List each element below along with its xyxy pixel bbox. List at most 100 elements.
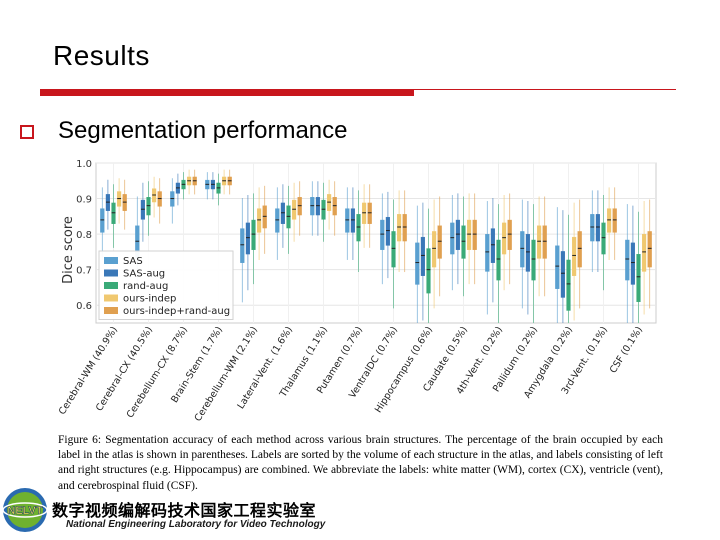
- box: [391, 231, 396, 268]
- box-1: [140, 182, 145, 242]
- box-1: [280, 184, 285, 248]
- box-2: [216, 173, 221, 206]
- legend-label: rand-aug: [123, 281, 168, 292]
- y-tick-label: 0.7: [76, 266, 92, 277]
- box-2: [496, 204, 501, 323]
- box: [577, 231, 582, 268]
- box-0: [310, 181, 315, 236]
- box-2: [426, 208, 431, 323]
- box: [496, 239, 501, 281]
- bullet-text: Segmentation performance: [58, 117, 348, 144]
- box: [345, 208, 350, 233]
- box-3: [642, 201, 647, 315]
- box-4: [297, 181, 302, 236]
- box: [520, 231, 525, 268]
- org-name-chinese: 数字视频编解码技术国家工程实验室: [52, 501, 317, 520]
- box-1: [175, 173, 180, 206]
- box-2: [601, 194, 606, 291]
- box-4: [472, 193, 477, 285]
- box-0: [170, 178, 175, 224]
- box: [525, 234, 530, 272]
- box: [380, 219, 385, 250]
- box: [432, 231, 437, 268]
- box: [280, 202, 285, 224]
- box-4: [122, 179, 127, 230]
- box-3: [502, 194, 507, 291]
- box-2: [321, 182, 326, 242]
- box-2: [181, 172, 186, 200]
- box-3: [221, 169, 227, 195]
- lab-logo: NELVT: [0, 485, 60, 535]
- box-1: [420, 202, 425, 321]
- legend-box: [98, 250, 234, 320]
- legend-label: SAS-aug: [123, 269, 165, 280]
- box: [560, 251, 565, 298]
- box: [647, 231, 652, 268]
- box-3: [291, 182, 297, 242]
- box: [286, 205, 291, 229]
- box-4: [192, 169, 197, 195]
- box-2: [391, 199, 396, 309]
- box: [555, 245, 560, 289]
- box-2: [356, 190, 361, 273]
- box: [625, 239, 630, 281]
- box: [502, 222, 507, 255]
- y-axis-label: Dice score: [61, 216, 76, 284]
- box-4: [227, 169, 232, 195]
- box-1: [560, 210, 565, 323]
- box: [455, 219, 460, 250]
- box: [321, 199, 326, 220]
- box-1: [385, 191, 390, 279]
- box-0: [485, 201, 490, 315]
- box: [450, 222, 455, 255]
- boxes: [100, 169, 652, 323]
- box-3: [117, 178, 122, 224]
- box-3: [397, 190, 402, 273]
- box-3: [572, 202, 577, 321]
- bullet-square-icon: [20, 125, 34, 139]
- box: [507, 219, 512, 250]
- legend-swatch: [104, 257, 118, 264]
- box: [595, 214, 600, 242]
- box-4: [577, 199, 582, 309]
- box: [472, 219, 477, 250]
- box-1: [315, 181, 320, 236]
- legend-swatch: [104, 294, 118, 302]
- legend-label: SAS: [123, 256, 143, 267]
- box-4: [507, 193, 512, 285]
- box-0: [240, 198, 245, 303]
- box-4: [367, 184, 372, 248]
- box-4: [612, 187, 617, 260]
- box-1: [350, 187, 355, 260]
- y-tick-label: 1.0: [76, 159, 92, 170]
- legend-swatch: [104, 269, 118, 277]
- box-2: [531, 204, 536, 323]
- box: [397, 214, 402, 242]
- box: [356, 214, 361, 242]
- box-0: [450, 194, 455, 291]
- box-2: [636, 211, 641, 323]
- box: [437, 225, 442, 259]
- box: [291, 199, 297, 220]
- box: [572, 236, 577, 276]
- box-0: [625, 204, 630, 323]
- y-tick-label: 0.9: [76, 195, 92, 206]
- box: [537, 225, 542, 259]
- org-name-english: National Engineering Laboratory for Vide…: [66, 519, 326, 530]
- box-2: [566, 214, 571, 323]
- box-3: [537, 196, 542, 297]
- box: [426, 248, 431, 294]
- box-3: [607, 187, 612, 260]
- box: [262, 205, 267, 229]
- box: [485, 234, 490, 272]
- boxplot-chart: 0.60.70.80.91.0 Cerebral-WM (40.9%)Cereb…: [58, 155, 663, 430]
- box-4: [157, 178, 162, 224]
- legend-label: ours-indep: [123, 294, 176, 305]
- box: [590, 214, 595, 242]
- box: [607, 208, 612, 233]
- box-1: [595, 190, 600, 273]
- box-1: [490, 198, 495, 303]
- box-4: [332, 181, 337, 236]
- box-0: [205, 172, 210, 200]
